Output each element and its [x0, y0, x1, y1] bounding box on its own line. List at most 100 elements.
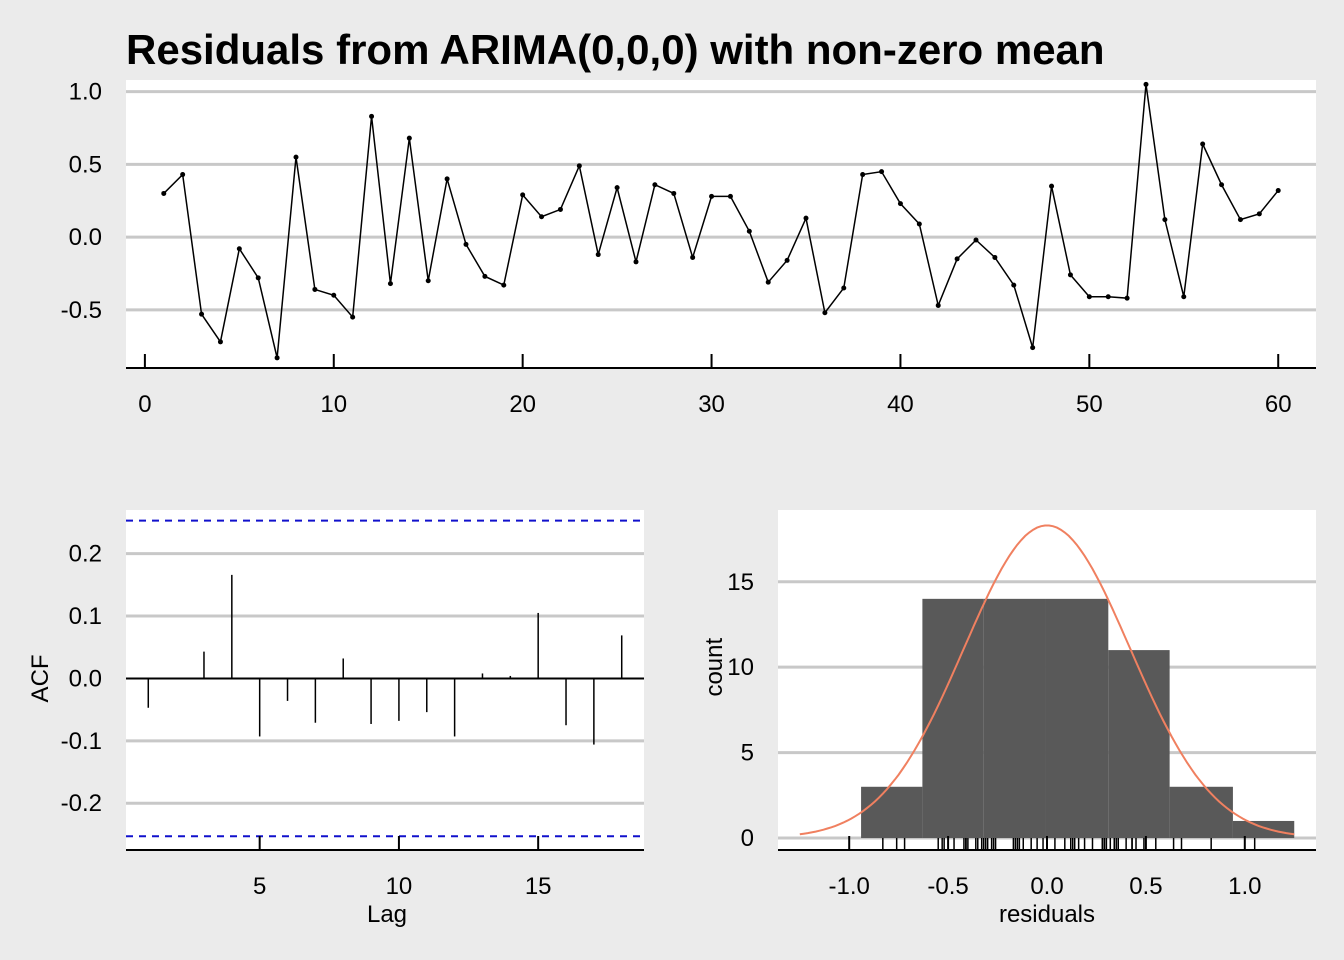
residual-point	[350, 314, 356, 320]
residual-point	[1275, 188, 1281, 194]
residual-point	[935, 302, 941, 308]
residual-point	[614, 185, 620, 191]
residual-point	[1124, 295, 1130, 301]
residual-point	[841, 285, 847, 291]
x-tick-label: 30	[698, 391, 725, 418]
residual-point	[633, 259, 639, 265]
x-tick-label: 0.0	[1030, 873, 1063, 900]
residual-point	[387, 281, 393, 287]
residual-point	[293, 154, 299, 160]
residual-point	[1105, 294, 1111, 300]
residual-point	[425, 278, 431, 284]
residual-point	[879, 169, 885, 175]
residual-point	[501, 282, 507, 288]
y-tick-label: 5	[741, 740, 754, 767]
residual-point	[236, 246, 242, 252]
residual-point	[690, 254, 696, 260]
residuals-time-plot: 1.0 0.5 0.0 -0.5 0 10 20 30 40 50 60	[61, 79, 1316, 418]
residual-point	[1219, 182, 1225, 188]
y-tick-label: 0.5	[69, 151, 102, 178]
residual-point	[1086, 294, 1092, 300]
normal-density-curve	[799, 524, 1295, 836]
residual-point	[973, 237, 979, 243]
histogram-bar	[1045, 598, 1109, 839]
residual-point	[765, 279, 771, 285]
x-tick-label: 15	[525, 873, 552, 900]
x-tick-label: 20	[509, 391, 536, 418]
histogram-bar	[1169, 786, 1233, 839]
residual-point	[595, 252, 601, 258]
residual-point	[822, 310, 828, 316]
residual-point	[1049, 183, 1055, 189]
residual-point	[1181, 294, 1187, 300]
x-tick-label: -0.5	[927, 873, 968, 900]
residual-point	[520, 192, 526, 198]
residual-point	[1200, 141, 1206, 147]
y-tick-label: 0	[741, 825, 754, 852]
x-tick-label: 0.5	[1129, 873, 1162, 900]
chart-title: Residuals from ARIMA(0,0,0) with non-zer…	[126, 26, 1105, 73]
residuals-histogram: 15 10 5 0 -1.0 -0.5 0.0 0.5 1.0 residuals count	[701, 510, 1316, 928]
residual-point	[1067, 272, 1073, 278]
x-tick-label: -1.0	[829, 873, 870, 900]
residual-point	[576, 163, 582, 169]
y-tick-label: 15	[727, 569, 754, 596]
residual-point	[1143, 81, 1149, 87]
residual-point	[255, 275, 261, 281]
residual-point	[217, 339, 223, 345]
residual-point	[1030, 345, 1036, 351]
acf-plot: 0.2 0.1 0.0 -0.1 -0.2 5 10 15 Lag ACF	[27, 510, 644, 928]
residual-point	[557, 206, 563, 212]
panel-background	[126, 80, 1316, 368]
residual-point	[992, 254, 998, 260]
y-tick-label: 1.0	[69, 79, 102, 106]
y-tick-label: 0.0	[69, 665, 102, 692]
histogram-bar	[1232, 820, 1295, 839]
residual-line	[163, 84, 1279, 358]
y-tick-label: 0.0	[69, 224, 102, 251]
residual-point	[1011, 282, 1017, 288]
histogram-bar	[983, 598, 1046, 839]
residual-point	[652, 182, 658, 188]
residual-point	[539, 214, 545, 220]
residual-point	[727, 193, 733, 199]
residual-point	[916, 221, 922, 227]
histogram-bar	[861, 786, 923, 839]
y-axis-label: ACF	[27, 654, 54, 702]
residual-point	[860, 172, 866, 178]
residual-point	[709, 193, 715, 199]
residual-point	[482, 273, 488, 279]
histogram-bar	[1108, 650, 1170, 839]
residual-point	[406, 135, 412, 141]
residual-point	[199, 311, 205, 317]
x-tick-label: 60	[1265, 391, 1292, 418]
residual-point	[1237, 217, 1243, 223]
y-tick-label: -0.5	[61, 297, 102, 324]
residual-point	[746, 228, 752, 234]
x-tick-label: 10	[320, 391, 347, 418]
y-tick-label: 10	[727, 654, 754, 681]
y-tick-label: -0.1	[61, 728, 102, 755]
x-tick-label: 10	[386, 873, 413, 900]
x-tick-label: 50	[1076, 391, 1103, 418]
residual-point	[671, 190, 677, 196]
x-tick-label: 1.0	[1228, 873, 1261, 900]
residual-point	[444, 176, 450, 182]
residual-point	[369, 113, 375, 119]
x-axis-label: Lag	[367, 901, 407, 928]
residual-point	[803, 215, 809, 221]
x-tick-label: 0	[138, 391, 151, 418]
y-tick-label: -0.2	[61, 790, 102, 817]
residual-point	[463, 241, 469, 247]
residual-point	[784, 257, 790, 263]
x-axis-label: residuals	[999, 901, 1095, 928]
residual-point	[1256, 211, 1262, 217]
residual-point	[954, 256, 960, 262]
residual-point	[331, 292, 337, 298]
residual-point	[1162, 217, 1168, 223]
residual-point	[161, 190, 167, 196]
residual-point	[180, 172, 186, 178]
residual-point	[274, 355, 280, 361]
panel-background	[126, 510, 644, 850]
